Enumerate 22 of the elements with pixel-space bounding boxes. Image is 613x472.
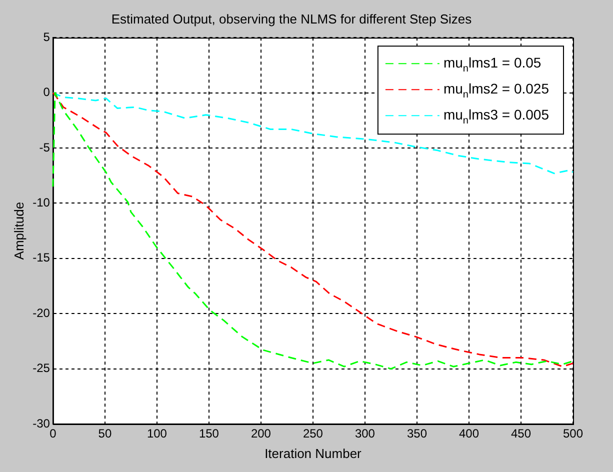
- x-tick-label: 50: [98, 426, 112, 441]
- x-tick-label: 200: [250, 426, 272, 441]
- y-tick-label: -15: [32, 250, 50, 265]
- x-tick-label: 350: [406, 426, 428, 441]
- y-axis-title: Amplitude: [11, 202, 26, 260]
- line-series: [52, 92, 574, 174]
- y-tick-label: -25: [32, 361, 50, 376]
- chart-title: Estimated Output, observing the NLMS for different Step Sizes: [111, 11, 472, 26]
- y-tick-label: -30: [32, 416, 50, 430]
- y-tick-label: 0: [43, 85, 50, 100]
- y-tick-label: -5: [39, 140, 50, 154]
- x-tick-label: 400: [458, 426, 480, 441]
- x-tick-label: 100: [146, 426, 168, 441]
- x-tick-label: 150: [198, 426, 220, 441]
- x-axis-title: Iteration Number: [264, 446, 362, 461]
- x-tick-label: 500: [562, 426, 584, 441]
- y-tick-label: -20: [32, 306, 50, 320]
- x-tick-label: 300: [354, 426, 376, 441]
- x-tick-label: 250: [302, 426, 324, 441]
- y-tick-label: 5: [43, 30, 50, 44]
- x-tick-label: 450: [510, 426, 532, 441]
- y-tick-label: -10: [32, 196, 50, 210]
